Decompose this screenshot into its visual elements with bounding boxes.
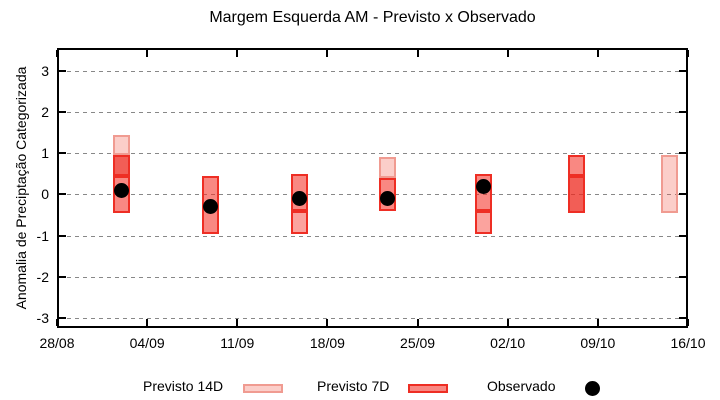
previsto-bar-segment-p14 <box>113 134 131 156</box>
y-tick-left <box>59 275 66 278</box>
y-tick-label: 3 <box>41 62 49 79</box>
chart-title: Margem Esquerda AM - Previsto x Observad… <box>209 9 536 26</box>
legend: Previsto 14D Previsto 7D Observado <box>0 376 720 400</box>
y-gridline <box>59 194 686 196</box>
x-tick-label: 02/10 <box>490 335 526 351</box>
y-tick-left <box>59 234 66 237</box>
x-tick-top <box>506 50 509 57</box>
y-gridline <box>59 235 686 237</box>
legend-marker-observado-icon <box>585 381 600 396</box>
previsto-bar-segment-p7 <box>567 155 585 176</box>
observado-dot <box>114 182 130 198</box>
x-tick-top <box>146 50 149 57</box>
y-tick-left <box>59 152 66 155</box>
x-tick-label: 28/08 <box>39 335 75 351</box>
x-tick-label: 09/10 <box>580 335 616 351</box>
legend-label-previsto-7d: Previsto 7D <box>317 378 390 394</box>
y-tick-label: 0 <box>41 186 49 203</box>
x-tick-bottom <box>236 319 239 326</box>
x-tick-top <box>416 50 419 57</box>
y-tick-right <box>679 69 686 72</box>
y-tick-label: -3 <box>36 310 49 327</box>
y-tick-right <box>679 275 686 278</box>
x-tick-bottom <box>687 319 689 326</box>
x-tick-top <box>687 50 689 57</box>
y-gridline <box>59 70 686 72</box>
x-tick-top <box>236 50 239 57</box>
x-tick-label: 18/09 <box>309 335 345 351</box>
previsto-bar-segment-p7light <box>475 210 493 234</box>
x-tick-bottom <box>146 319 149 326</box>
y-tick-left <box>59 69 66 72</box>
y-tick-left <box>59 317 66 320</box>
x-tick-label: 04/09 <box>129 335 165 351</box>
observado-dot <box>291 191 307 206</box>
y-tick-right <box>679 317 686 320</box>
y-gridline <box>59 111 686 113</box>
x-tick-bottom <box>416 319 419 326</box>
x-tick-bottom <box>506 319 509 326</box>
y-gridline <box>59 276 686 278</box>
plot-area <box>57 48 688 328</box>
observado-dot <box>202 199 218 215</box>
observado-dot <box>380 191 396 206</box>
legend-label-observado: Observado <box>487 378 556 394</box>
x-tick-top <box>56 50 58 57</box>
x-tick-bottom <box>326 319 329 326</box>
previsto-bar-segment-p14 <box>379 157 397 178</box>
legend-label-previsto-14d: Previsto 14D <box>143 378 224 394</box>
y-tick-left <box>59 193 66 196</box>
observado-dot <box>476 178 492 194</box>
x-tick-label: 11/09 <box>220 335 255 351</box>
previsto-bar-segment-overlap <box>567 175 585 213</box>
previsto-bar-segment-p14 <box>660 155 678 213</box>
previsto-bar-segment-p7light <box>290 210 308 234</box>
legend-swatch-previsto-14d <box>243 384 283 393</box>
x-tick-bottom <box>56 319 58 326</box>
y-tick-label: 2 <box>41 103 49 120</box>
y-tick-label: -1 <box>36 227 49 244</box>
previsto-bar-segment-overlap <box>113 155 131 176</box>
y-tick-left <box>59 110 66 113</box>
y-tick-label: -2 <box>36 268 49 285</box>
x-tick-label: 16/10 <box>670 335 706 351</box>
x-tick-bottom <box>596 319 599 326</box>
legend-swatch-previsto-7d <box>408 384 448 393</box>
y-tick-label: 1 <box>41 145 49 162</box>
y-tick-right <box>679 234 686 237</box>
y-gridline <box>59 153 686 155</box>
x-tick-label: 25/09 <box>400 335 436 351</box>
y-tick-right <box>679 110 686 113</box>
x-tick-top <box>326 50 329 57</box>
x-tick-top <box>596 50 599 57</box>
y-tick-right <box>679 193 686 196</box>
y-tick-right <box>679 152 686 155</box>
y-gridline <box>59 318 686 320</box>
